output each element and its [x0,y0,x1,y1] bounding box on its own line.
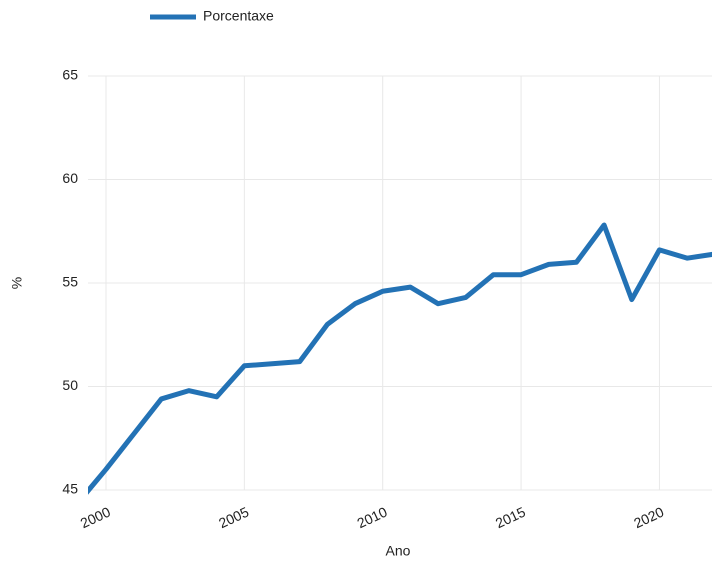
y-tick-label: 50 [62,377,78,393]
legend-label: Porcentaxe [203,8,274,24]
y-axis-label: % [9,277,25,289]
x-tick-label: 2010 [355,503,390,531]
y-tick-label: 60 [62,170,78,186]
y-tick-label: 55 [62,274,78,290]
x-tick-label: 2015 [493,503,528,531]
y-tick-label: 65 [62,67,78,83]
line-series [88,222,712,495]
x-tick-label: 2020 [631,503,666,531]
x-tick-label: 2005 [216,503,251,531]
x-tick-label: 2000 [78,503,113,531]
x-axis-label: Ano [386,543,411,559]
y-tick-label: 45 [62,481,78,497]
